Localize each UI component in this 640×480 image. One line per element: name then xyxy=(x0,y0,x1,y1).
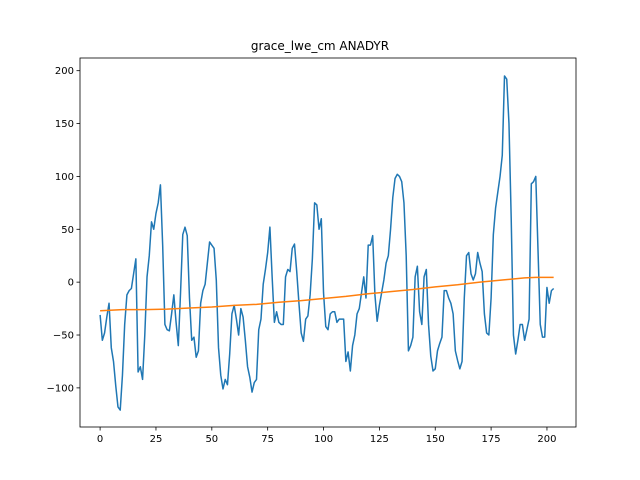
chart-title: grace_lwe_cm ANADYR xyxy=(251,39,389,53)
x-tick-label: 200 xyxy=(537,434,556,445)
y-tick-label: −50 xyxy=(53,331,74,342)
y-tick-label: −100 xyxy=(47,383,74,394)
x-tick-label: 75 xyxy=(261,434,274,445)
x-tick-label: 100 xyxy=(314,434,333,445)
y-tick-label: 50 xyxy=(61,225,74,236)
x-tick-label: 25 xyxy=(150,434,163,445)
x-tick-label: 0 xyxy=(97,434,103,445)
y-tick-label: 100 xyxy=(55,172,74,183)
y-tick-label: 150 xyxy=(55,119,74,130)
x-axis: 0 25 50 75 100 125 150 175 200 xyxy=(97,427,557,445)
x-tick-label: 125 xyxy=(370,434,389,445)
plot-frame xyxy=(79,57,577,428)
series-line-1 xyxy=(99,75,555,411)
x-tick-label: 50 xyxy=(205,434,218,445)
x-tick-label: 175 xyxy=(482,434,501,445)
series-layer xyxy=(99,75,555,411)
x-tick-label: 150 xyxy=(426,434,445,445)
y-tick-label: 200 xyxy=(55,66,74,77)
y-axis: −100 −50 0 50 100 150 200 xyxy=(47,66,80,394)
y-tick-label: 0 xyxy=(68,278,74,289)
series-line-2 xyxy=(100,276,554,312)
